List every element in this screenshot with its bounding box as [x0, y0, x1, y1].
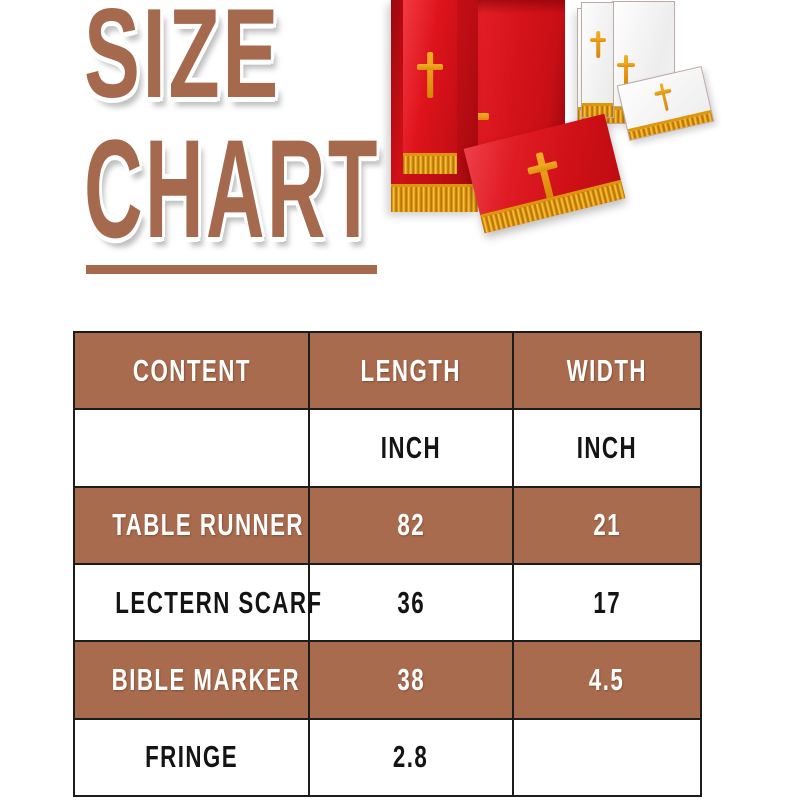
- row-label: BIBLE MARKER: [73, 640, 310, 720]
- cross-icon: [653, 82, 676, 113]
- product-collage: [380, 0, 800, 272]
- cross-icon: [617, 55, 635, 85]
- page-title-line2: CHART: [84, 110, 380, 267]
- row-width: 17: [512, 562, 702, 643]
- red-bible-marker-scarf: [403, 0, 457, 174]
- row-length: 2.8: [308, 717, 514, 798]
- row-label: LECTERN SCARF: [73, 562, 321, 643]
- row-length: 36: [308, 562, 514, 643]
- row-length: 82: [308, 485, 514, 565]
- row-width: 4.5: [512, 640, 702, 720]
- col-header-width: WIDTH: [512, 330, 702, 411]
- table-row: TABLE RUNNER 82 21: [73, 485, 702, 565]
- row-length: 38: [308, 640, 514, 720]
- fringe-trim: [627, 110, 714, 140]
- col-header-length: LENGTH: [308, 330, 514, 411]
- title-underline: [86, 265, 377, 274]
- white-bible-marker-scarf: [581, 2, 614, 118]
- table-row: BIBLE MARKER 38 4.5: [73, 640, 702, 720]
- row-width: [512, 717, 702, 798]
- page-title-line1: SIZE: [84, 0, 281, 124]
- row-width: 21: [512, 485, 702, 565]
- fringe-trim: [391, 184, 478, 212]
- table-row: LECTERN SCARF 36 17: [73, 562, 702, 643]
- unit-cell-length: INCH: [308, 408, 514, 488]
- table-header-row: CONTENT LENGTH WIDTH: [73, 330, 702, 411]
- unit-cell-content: [73, 408, 310, 488]
- unit-row: INCH INCH: [73, 408, 702, 488]
- fringe-trim: [582, 103, 613, 117]
- table-row: FRINGE 2.8: [73, 717, 702, 798]
- cross-icon: [417, 52, 443, 98]
- size-chart-table: CONTENT LENGTH WIDTH INCH INCH TABLE RUN…: [73, 330, 702, 798]
- row-label: TABLE RUNNER: [73, 485, 310, 565]
- unit-cell-width: INCH: [512, 408, 702, 488]
- fringe-trim: [403, 153, 457, 174]
- row-label: FRINGE: [73, 717, 310, 798]
- cross-icon: [590, 31, 606, 58]
- col-header-content: CONTENT: [73, 330, 310, 411]
